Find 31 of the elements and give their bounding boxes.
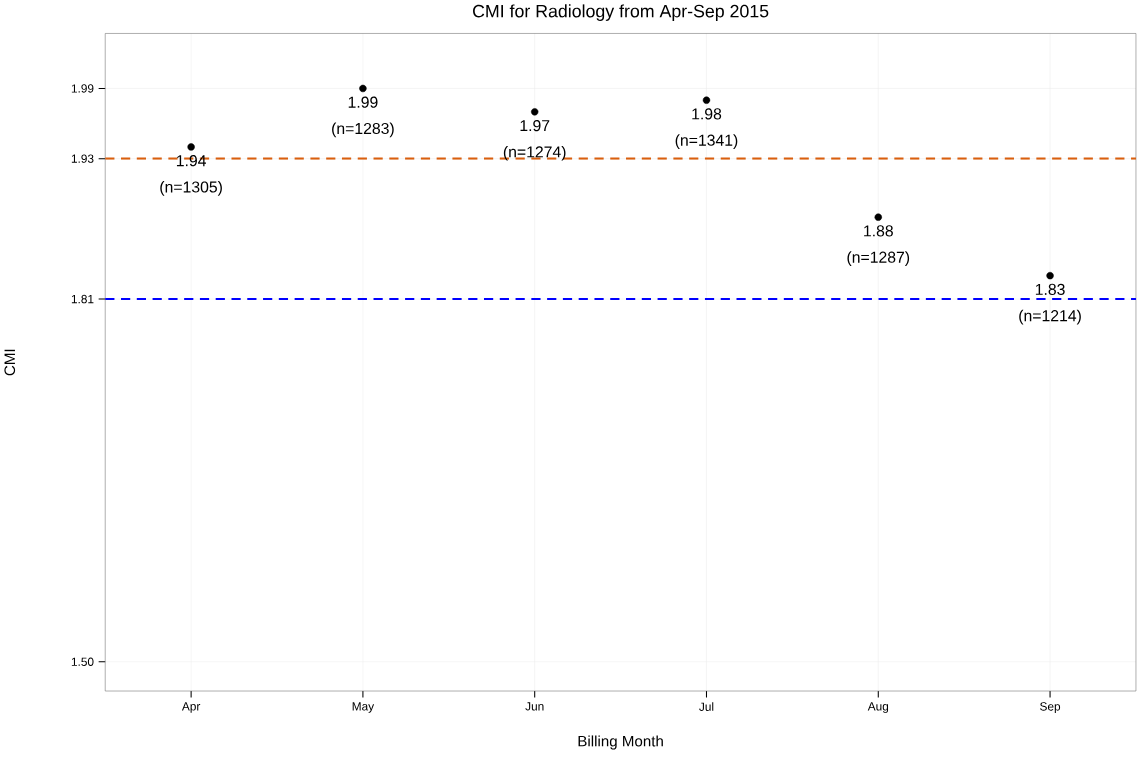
x-tick-label: Jul	[699, 702, 714, 712]
y-tick-label: 1.81	[71, 294, 94, 304]
y-axis-title: CMI	[4, 349, 16, 376]
x-tick-label: Apr	[181, 702, 201, 713]
point	[187, 143, 195, 151]
data-label: 1.98	[692, 108, 722, 120]
x-tick-label: Aug	[867, 702, 889, 713]
x-tick-label: Sep	[1040, 702, 1061, 714]
point	[359, 84, 367, 93]
text: (n=1283)	[332, 122, 394, 138]
text: (n=1274)	[503, 146, 566, 161]
data-label: 1.88	[864, 225, 893, 237]
x-tick-label: Jun	[525, 702, 544, 711]
y-tick-label: 1.99	[71, 84, 94, 93]
text: (n=1214)	[1019, 309, 1081, 325]
data-label: 1.99	[348, 96, 378, 108]
point	[1046, 272, 1054, 280]
point	[531, 108, 539, 116]
point	[874, 213, 882, 221]
data-label: 1.94	[176, 155, 207, 167]
x-axis-title: Billing Month	[578, 735, 663, 750]
chart-title: CMI for Radiology from Apr-Sep 2015	[473, 4, 769, 22]
y-tick-label: 1.50	[71, 657, 94, 667]
point	[702, 96, 711, 104]
text: (n=1305)	[160, 181, 222, 196]
x-tick-label: May	[352, 702, 375, 713]
text: (n=1287)	[847, 251, 910, 266]
text: (n=1341)	[675, 134, 738, 149]
y-tick-label: 1.93	[71, 154, 94, 163]
data-label: 1.97	[520, 120, 550, 132]
data-label: 1.83	[1035, 283, 1065, 296]
